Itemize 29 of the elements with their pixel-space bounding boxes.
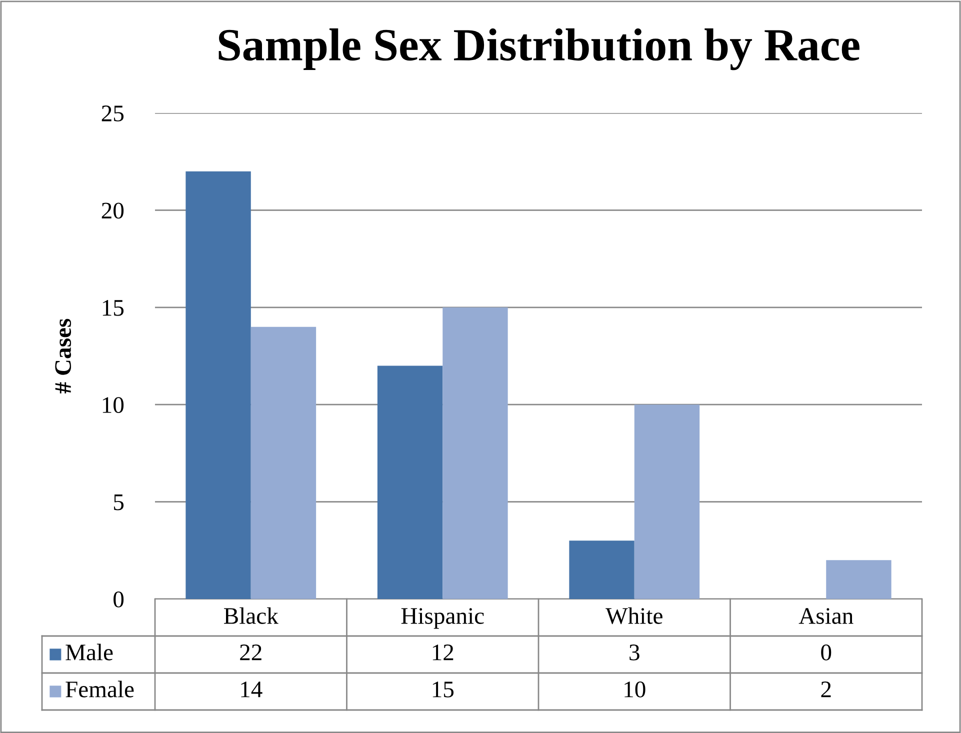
y-tick-label: 10 [102,397,124,414]
legend-label: Male [66,644,113,660]
data-label: 10 [624,681,646,698]
data-label: 3 [630,644,640,660]
bar [186,171,251,599]
bar [826,560,892,599]
data-label: 15 [432,682,454,698]
bar [569,540,634,599]
bar [250,326,316,599]
data-label: 14 [241,682,262,698]
data-label: 0 [821,644,832,660]
bar [634,404,700,599]
data-label: 12 [432,644,454,660]
x-tick-label: Black [224,607,278,624]
y-tick-label: 25 [102,106,124,122]
y-tick-label: 20 [102,202,124,219]
x-tick-label: Asian [798,608,854,624]
x-tick-label: White [606,607,662,624]
legend-label: Female [66,680,134,698]
bar [442,307,508,599]
chart-title: Sample Sex Distribution by Race [218,28,860,70]
data-label: 2 [821,682,831,698]
x-tick-label: Hispanic [401,608,484,629]
y-tick-label: 0 [114,591,124,608]
bar [377,366,443,599]
y-axis-title: # Cases [55,318,72,394]
data-label: 22 [240,644,262,660]
y-tick-label: 15 [102,300,124,316]
y-tick-label: 5 [114,494,124,510]
